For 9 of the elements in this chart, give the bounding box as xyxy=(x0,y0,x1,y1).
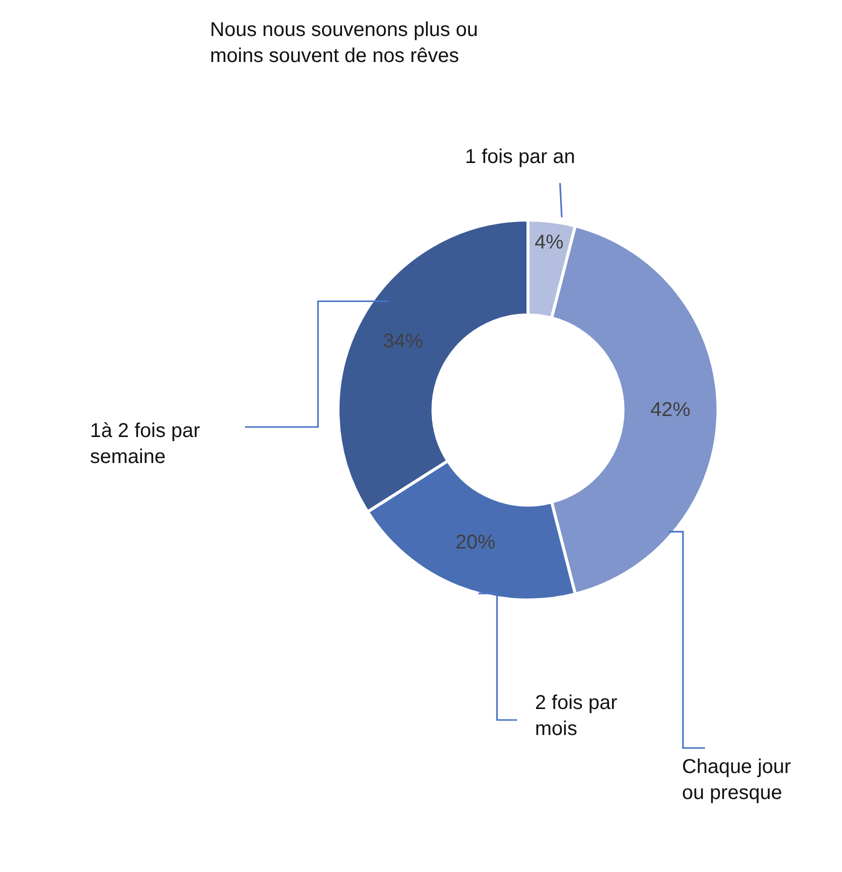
chart-title: Nous nous souvenons plus ou moins souvent de nos rêves xyxy=(210,19,478,67)
data-label: 42% xyxy=(650,399,691,421)
slice-label: Chaque jour ou presque xyxy=(682,756,792,804)
data-label: 4% xyxy=(534,231,564,254)
slice-label: 2 fois par mois xyxy=(535,692,618,740)
data-label: 20% xyxy=(455,531,496,554)
slice-label: 1à 2 fois par semaine xyxy=(90,420,200,468)
data-label: 34% xyxy=(383,330,424,352)
slice-label: 1 fois par an xyxy=(465,146,576,168)
